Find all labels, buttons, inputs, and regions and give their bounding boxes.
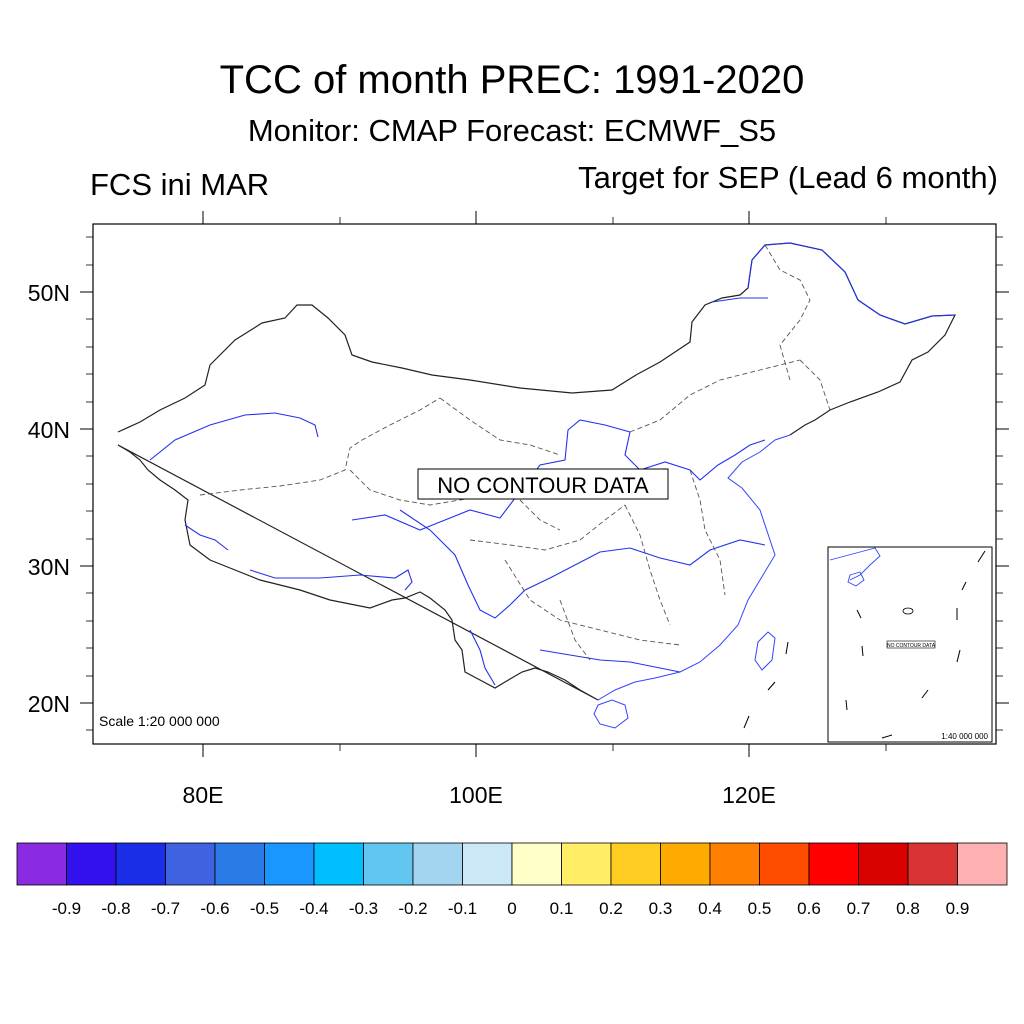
colorbar-swatch	[363, 842, 414, 886]
nine-dash-line	[743, 641, 789, 729]
lon-label-100e: 100E	[449, 782, 503, 808]
inset-coast	[829, 547, 881, 581]
lat-label-50n: 50N	[28, 280, 70, 306]
target-label: Target for SEP (Lead 6 month)	[578, 160, 998, 195]
inset-no-data-text: NO CONTOUR DATA	[887, 643, 936, 649]
colorbar-label: 0.3	[649, 899, 673, 918]
river-segment	[711, 297, 768, 303]
colorbar-swatch	[561, 842, 612, 886]
figure-subtitle: Monitor: CMAP Forecast: ECMWF_S5	[247, 113, 777, 148]
colorbar-label: -0.2	[398, 899, 427, 918]
colorbar-swatch	[412, 842, 463, 886]
inset-scale-text: 1:40 000 000	[941, 732, 988, 741]
colorbar-label: 0.6	[797, 899, 821, 918]
scale-text: Scale 1:20 000 000	[99, 713, 220, 729]
river-segment	[469, 629, 496, 686]
colorbar-label: -0.7	[151, 899, 180, 918]
pearl-river	[539, 649, 681, 673]
colorbar-label: 0.4	[698, 899, 722, 918]
colorbar-label: -0.5	[250, 899, 279, 918]
colorbar-label: 0.5	[748, 899, 772, 918]
colorbar-swatch	[165, 842, 216, 886]
lat-ticks	[80, 211, 1009, 757]
inset-dash-line	[845, 550, 986, 739]
taiwan-island	[754, 631, 776, 671]
hainan-island	[593, 699, 629, 729]
lat-label-20n: 20N	[28, 691, 70, 717]
colorbar-swatch	[808, 842, 859, 886]
colorbar-swatch	[957, 842, 1008, 886]
colorbar-label: -0.4	[299, 899, 328, 918]
inset-map: NO CONTOUR DATA 1:40 000 000	[827, 546, 993, 743]
coast-line	[597, 434, 791, 701]
colorbar-swatch	[313, 842, 364, 886]
inset-no-data-box	[886, 640, 936, 649]
yangtze-river	[399, 509, 766, 619]
init-month-label: FCS ini MAR	[90, 167, 270, 202]
lon-label-80e: 80E	[183, 782, 224, 808]
inset-reef	[902, 607, 914, 615]
yellow-river	[351, 419, 766, 531]
colorbar-swatch	[660, 842, 711, 886]
tarim-river	[149, 412, 319, 461]
colorbar-label: 0.2	[599, 899, 623, 918]
colorbar-label: -0.9	[52, 899, 81, 918]
figure-title: TCC of month PREC: 1991-2020	[219, 58, 805, 102]
colorbar: -0.9 -0.8 -0.7 -0.6 -0.5 -0.4 -0.3 -0.2 -0.1 0 0.1…	[16, 842, 1008, 918]
colorbar-label: -0.3	[349, 899, 378, 918]
colorbar-label: 0.9	[946, 899, 970, 918]
colorbar-swatch	[214, 842, 265, 886]
colorbar-label: -0.1	[448, 899, 477, 918]
colorbar-swatch	[511, 842, 562, 886]
lon-label-120e: 120E	[722, 782, 776, 808]
lat-label-40n: 40N	[28, 417, 70, 443]
colorbar-swatch	[759, 842, 810, 886]
no-data-box	[417, 468, 669, 500]
minor-ticks	[86, 217, 1003, 751]
colorbar-swatch	[115, 842, 166, 886]
no-data-text: NO CONTOUR DATA	[437, 473, 649, 498]
colorbar-label: -0.8	[101, 899, 130, 918]
brahmaputra-river	[249, 569, 413, 591]
colorbar-label: 0	[507, 899, 516, 918]
river-segment	[184, 524, 229, 551]
southwest-border	[117, 444, 599, 701]
colorbar-swatch	[907, 842, 958, 886]
colorbar-swatch	[709, 842, 760, 886]
colorbar-swatch	[610, 842, 661, 886]
colorbar-swatch	[264, 842, 315, 886]
colorbar-swatch	[66, 842, 117, 886]
country-border	[117, 242, 956, 436]
colorbar-label: 0.8	[896, 899, 920, 918]
province-borders	[199, 244, 831, 661]
colorbar-swatch	[16, 842, 67, 886]
amur-river	[747, 242, 956, 325]
inset-hainan	[847, 571, 865, 587]
colorbar-swatch	[858, 842, 909, 886]
colorbar-label: 0.1	[550, 899, 574, 918]
colorbar-swatch	[462, 842, 513, 886]
colorbar-label: -0.6	[200, 899, 229, 918]
lat-label-30n: 30N	[28, 554, 70, 580]
colorbar-label: 0.7	[847, 899, 871, 918]
